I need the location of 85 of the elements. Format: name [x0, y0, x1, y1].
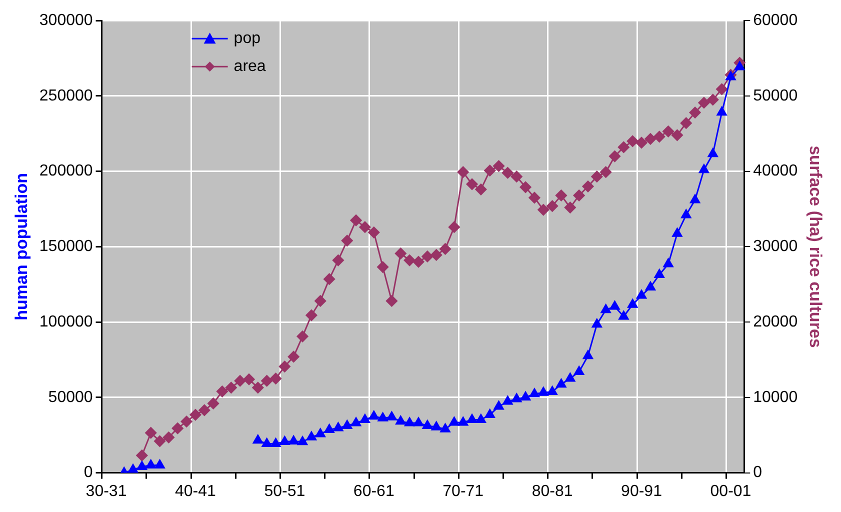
x-tick-label: 90-91	[621, 482, 662, 500]
point	[146, 460, 156, 469]
point	[618, 310, 629, 320]
point	[136, 461, 148, 470]
x-tick-label: 40-41	[175, 482, 216, 500]
point	[306, 431, 317, 440]
point	[716, 106, 727, 116]
x-tick-label: 70-71	[442, 482, 484, 500]
point	[368, 410, 379, 420]
point	[610, 300, 620, 310]
point	[128, 464, 138, 473]
point	[154, 460, 165, 469]
point	[476, 414, 486, 423]
point	[556, 378, 566, 388]
point	[708, 148, 718, 158]
point	[315, 428, 326, 438]
y2-tick-label: 30000	[753, 238, 798, 256]
point	[396, 416, 406, 425]
point	[645, 282, 656, 290]
point	[342, 420, 352, 430]
y-tick-label: 300000	[39, 12, 93, 30]
y2-tick-label: 10000	[753, 388, 798, 406]
point	[350, 417, 362, 426]
point	[538, 386, 548, 396]
point	[654, 268, 664, 278]
point	[636, 290, 647, 299]
point	[547, 386, 558, 395]
point	[324, 424, 334, 433]
y2-axis-title: surface (ha) rice cultures	[806, 146, 826, 348]
x-tick-label: 00-01	[710, 482, 752, 500]
point	[413, 417, 424, 426]
y2-tick-label: 20000	[753, 313, 798, 330]
point	[252, 434, 263, 444]
y-tick-label: 150000	[39, 238, 93, 256]
y2-tick-label: 0	[753, 464, 762, 482]
point	[458, 416, 468, 426]
point	[628, 298, 638, 308]
x-tick-label: 50-51	[264, 482, 306, 500]
point	[449, 416, 460, 426]
point	[262, 438, 272, 447]
y2-tick-label: 60000	[753, 12, 798, 30]
point	[600, 304, 611, 314]
point	[297, 436, 308, 446]
point	[698, 164, 710, 174]
point	[288, 436, 299, 445]
point	[734, 61, 745, 70]
point	[404, 417, 415, 426]
point	[360, 414, 370, 423]
point	[672, 228, 682, 237]
point	[280, 436, 290, 445]
point	[270, 438, 281, 447]
x-tick-label: 30-31	[86, 482, 127, 500]
y2-tick-label: 50000	[753, 87, 798, 104]
point	[386, 411, 397, 420]
y-tick-label: 50000	[48, 388, 93, 406]
x-tick-label: 60-61	[353, 482, 394, 500]
point	[529, 388, 540, 398]
y-tick-label: 0	[84, 464, 93, 482]
point	[690, 194, 700, 204]
point	[431, 421, 442, 430]
y-tick-label: 100000	[39, 313, 93, 330]
point	[592, 318, 602, 328]
point	[494, 400, 504, 410]
point	[466, 414, 478, 423]
y-tick-label: 250000	[39, 87, 93, 104]
point	[726, 71, 736, 80]
point	[574, 366, 584, 376]
point	[378, 412, 388, 422]
point	[422, 420, 432, 430]
point	[582, 350, 594, 360]
legend-label: area	[234, 58, 266, 76]
point	[484, 409, 495, 418]
point	[681, 209, 692, 218]
legend-label: pop	[234, 30, 261, 48]
point	[502, 396, 513, 405]
point	[440, 423, 450, 432]
point	[512, 393, 522, 402]
point	[520, 392, 531, 401]
point	[333, 422, 344, 432]
y-axis-title: human population	[12, 173, 31, 320]
y-tick-label: 200000	[39, 162, 93, 180]
point	[663, 258, 674, 268]
point	[565, 372, 576, 382]
y2-tick-label: 40000	[753, 162, 798, 180]
x-tick-label: 80-81	[532, 482, 573, 500]
